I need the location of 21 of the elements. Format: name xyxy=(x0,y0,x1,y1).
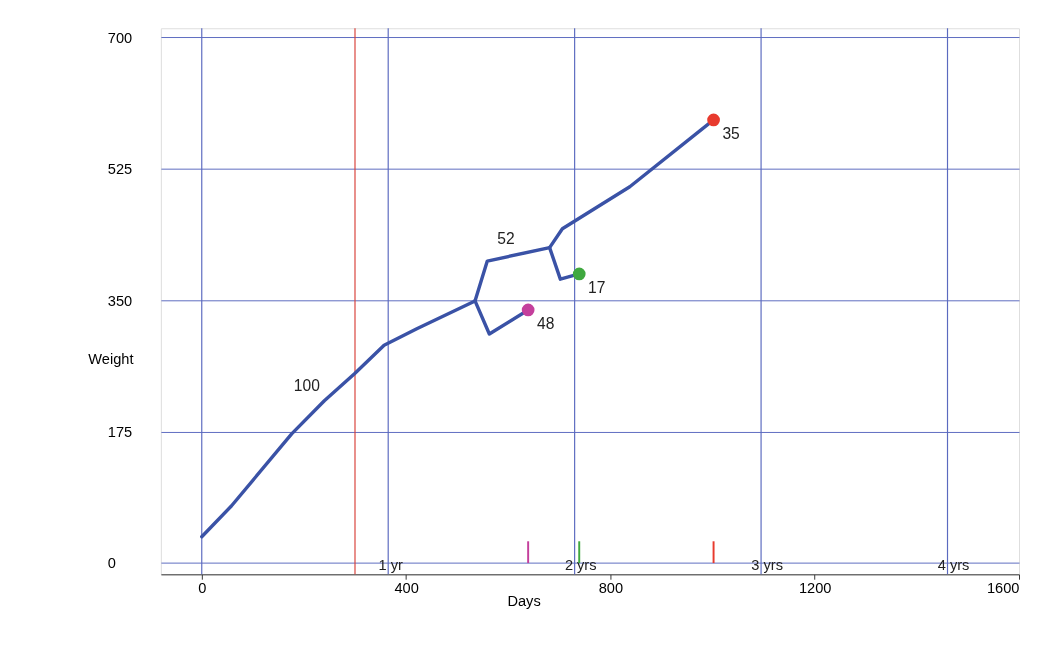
x-tick-label: 400 xyxy=(394,580,419,597)
x-tick-label: 0 xyxy=(198,580,207,597)
y-tick-label: 350 xyxy=(107,292,133,309)
x-tick-label: 1200 xyxy=(798,580,832,597)
ref-line-label: 3 yrs xyxy=(751,557,783,574)
y-axis-title: Weight xyxy=(88,351,134,368)
x-tick-label: 800 xyxy=(598,580,624,597)
y-tick-label: 525 xyxy=(107,161,133,178)
x-tick-label: 1600 xyxy=(986,580,1020,597)
ref-line-label: 2 yrs xyxy=(564,557,597,574)
y-tick-label: 175 xyxy=(107,423,133,440)
ref-line-label: 4 yrs xyxy=(937,557,970,574)
annotation: 17 xyxy=(588,279,606,297)
annotation: 48 xyxy=(537,315,555,333)
y-tick-label: 700 xyxy=(107,29,133,46)
annotation: 35 xyxy=(722,125,741,143)
ref-line-label: 1 yr xyxy=(378,557,403,574)
annotation: 100 xyxy=(293,377,321,395)
annotation: 52 xyxy=(497,229,515,247)
y-tick-label: 0 xyxy=(107,555,116,572)
x-axis-title: Days xyxy=(507,593,541,610)
